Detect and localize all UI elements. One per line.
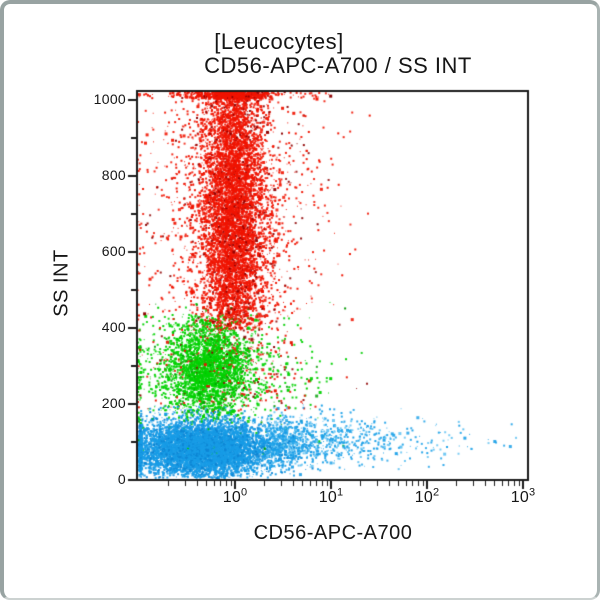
- x-axis-label: CD56-APC-A700: [253, 522, 413, 544]
- y-tick-label: 0: [117, 471, 126, 487]
- y-axis-label: SS INT: [50, 249, 73, 317]
- x-tick-label: 103: [510, 486, 536, 506]
- x-tick-label: 100: [222, 486, 248, 506]
- x-tick-label: 102: [414, 486, 440, 506]
- plot-gate-title: [Leucocytes]: [214, 29, 344, 54]
- y-tick-label: 800: [101, 167, 126, 183]
- x-tick-label: 101: [318, 486, 344, 506]
- y-tick-label: 400: [101, 319, 126, 335]
- y-tick-label: 200: [101, 395, 126, 411]
- plot-parameters-title: CD56-APC-A700 / SS INT: [204, 53, 472, 78]
- y-tick-label: 600: [101, 243, 126, 259]
- y-tick-label: 1000: [93, 91, 126, 107]
